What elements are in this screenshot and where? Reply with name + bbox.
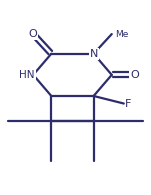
Text: N: N (89, 49, 98, 59)
Text: O: O (130, 70, 139, 80)
Text: F: F (125, 98, 132, 109)
Text: Me: Me (115, 30, 128, 39)
Text: HN: HN (19, 70, 35, 80)
Text: O: O (29, 29, 38, 39)
